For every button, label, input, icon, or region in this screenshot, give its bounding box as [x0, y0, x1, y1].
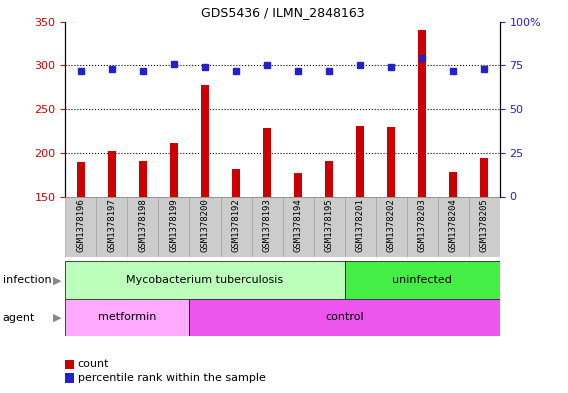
- Bar: [77, 162, 85, 196]
- Text: GSM1378194: GSM1378194: [294, 198, 303, 252]
- Text: ▶: ▶: [53, 312, 61, 323]
- Text: GSM1378199: GSM1378199: [169, 198, 178, 252]
- Text: metformin: metformin: [98, 312, 157, 322]
- Text: GSM1378201: GSM1378201: [356, 198, 365, 252]
- Bar: [387, 127, 395, 196]
- Bar: [65, 196, 97, 257]
- Text: percentile rank within the sample: percentile rank within the sample: [78, 373, 266, 383]
- Bar: [252, 196, 283, 257]
- Text: GSM1378200: GSM1378200: [201, 198, 210, 252]
- Bar: [325, 161, 333, 196]
- Bar: [407, 196, 438, 257]
- Bar: [356, 126, 364, 196]
- Bar: [449, 172, 457, 196]
- Bar: [108, 151, 116, 196]
- Bar: [469, 196, 500, 257]
- Bar: [220, 196, 252, 257]
- Text: agent: agent: [3, 312, 35, 323]
- Text: GSM1378192: GSM1378192: [232, 198, 240, 252]
- Bar: [65, 299, 190, 336]
- Text: uninfected: uninfected: [392, 275, 452, 285]
- Bar: [139, 161, 147, 196]
- Text: GSM1378202: GSM1378202: [387, 198, 396, 252]
- Text: GSM1378203: GSM1378203: [417, 198, 427, 252]
- Bar: [481, 158, 488, 196]
- Bar: [190, 299, 500, 336]
- Bar: [314, 196, 345, 257]
- Bar: [263, 128, 271, 196]
- Bar: [201, 85, 209, 196]
- Text: ▶: ▶: [53, 275, 61, 285]
- Bar: [65, 261, 345, 299]
- Bar: [232, 169, 240, 196]
- Text: GSM1378196: GSM1378196: [76, 198, 85, 252]
- Text: GSM1378195: GSM1378195: [325, 198, 333, 252]
- Text: GSM1378197: GSM1378197: [107, 198, 116, 252]
- Text: GSM1378193: GSM1378193: [262, 198, 272, 252]
- Bar: [190, 196, 220, 257]
- Bar: [283, 196, 314, 257]
- Title: GDS5436 / ILMN_2848163: GDS5436 / ILMN_2848163: [201, 6, 365, 19]
- Text: GSM1378198: GSM1378198: [139, 198, 148, 252]
- Bar: [170, 143, 178, 196]
- Text: GSM1378204: GSM1378204: [449, 198, 458, 252]
- Bar: [375, 196, 407, 257]
- Bar: [127, 196, 158, 257]
- Text: Mycobacterium tuberculosis: Mycobacterium tuberculosis: [127, 275, 283, 285]
- Text: infection: infection: [3, 275, 52, 285]
- Text: count: count: [78, 359, 109, 369]
- Text: GSM1378205: GSM1378205: [480, 198, 489, 252]
- Bar: [97, 196, 127, 257]
- Bar: [345, 196, 375, 257]
- Bar: [158, 196, 190, 257]
- Text: control: control: [325, 312, 364, 322]
- Bar: [419, 30, 426, 196]
- Bar: [345, 261, 500, 299]
- Bar: [294, 173, 302, 196]
- Bar: [438, 196, 469, 257]
